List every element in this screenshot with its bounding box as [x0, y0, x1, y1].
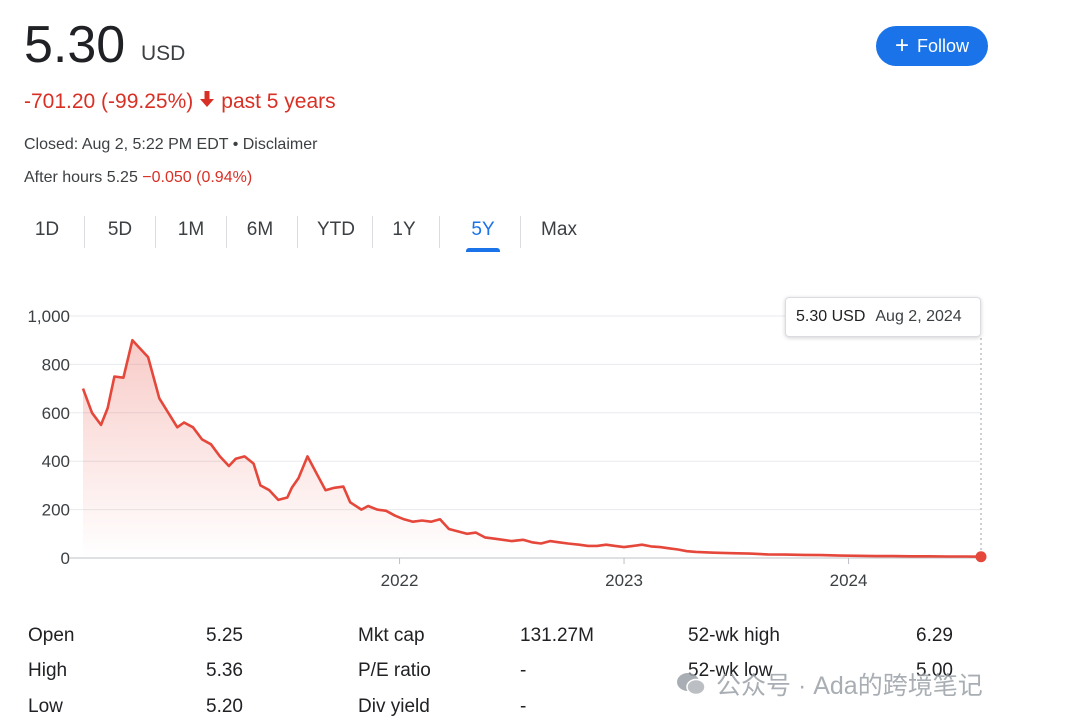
stat-divyield-value: -: [520, 696, 527, 717]
currency-label: USD: [141, 42, 186, 65]
stat-open-value: 5.25: [206, 625, 243, 646]
tab-1y[interactable]: 1Y: [392, 219, 416, 240]
tab-divider: [520, 216, 521, 248]
stat-52wk-low-label: 52-wk low: [688, 660, 773, 681]
stat-mktcap-value: 131.27M: [520, 625, 594, 646]
range-tabs: 1D 5D 1M 6M YTD 1Y 5Y Max: [24, 212, 579, 256]
follow-button[interactable]: + Follow: [876, 26, 988, 66]
tab-divider: [84, 216, 85, 248]
after-hours-label: After hours 5.25: [24, 169, 138, 186]
y-tick-label: 0: [61, 549, 70, 568]
y-tick-label: 800: [42, 355, 70, 374]
tab-max[interactable]: Max: [541, 219, 577, 240]
tab-divider: [226, 216, 227, 248]
y-tick-label: 600: [42, 404, 70, 423]
price-line: [81, 338, 982, 558]
change-amount: -701.20 (-99.25%): [24, 90, 194, 113]
wechat-icon: [677, 673, 706, 696]
x-axis: 2022 2023 2024: [381, 558, 868, 590]
tab-5d[interactable]: 5D: [107, 219, 133, 240]
tooltip-price: 5.30 USD: [796, 308, 866, 325]
after-hours-change: −0.050 (0.94%): [142, 169, 253, 186]
after-hours: After hours 5.25 −0.050 (0.94%): [24, 169, 252, 187]
change-period: past 5 years: [221, 90, 336, 113]
tab-divider: [439, 216, 440, 248]
closed-status: Closed: Aug 2, 5:22 PM EDT • Disclaimer: [24, 136, 318, 153]
tab-divider: [372, 216, 373, 248]
price-chart[interactable]: 0 200 400 600 800 1,000 2022 2023 2024: [0, 290, 1080, 600]
y-tick-label: 400: [42, 452, 70, 471]
stat-52wk-high-value: 6.29: [916, 625, 953, 646]
plus-icon: +: [894, 32, 909, 59]
tab-ytd[interactable]: YTD: [317, 219, 355, 240]
tooltip-date: Aug 2, 2024: [875, 308, 962, 325]
tab-divider: [297, 216, 298, 248]
y-tick-label: 1,000: [27, 307, 70, 326]
tab-divider: [155, 216, 156, 248]
tab-5y[interactable]: 5Y: [464, 212, 502, 252]
chart-tooltip: 5.30 USD Aug 2, 2024: [785, 297, 981, 337]
stat-pe-label: P/E ratio: [358, 660, 431, 681]
stat-low-value: 5.20: [206, 696, 243, 717]
stat-52wk-low-value: 5.00: [916, 660, 953, 681]
price-change: -701.20 (-99.25%) past 5 years: [24, 90, 336, 114]
tab-1m[interactable]: 1M: [177, 219, 205, 240]
stat-52wk-high-label: 52-wk high: [688, 625, 780, 646]
stat-pe-value: -: [520, 660, 527, 681]
last-price-dot: [975, 551, 987, 563]
tab-1d[interactable]: 1D: [34, 219, 60, 240]
stat-high-value: 5.36: [206, 660, 243, 681]
arrow-down-icon: [199, 90, 215, 114]
stat-open-label: Open: [28, 625, 75, 646]
y-tick-label: 200: [42, 501, 70, 520]
x-tick-label: 2024: [830, 571, 868, 590]
stat-high-label: High: [28, 660, 68, 681]
stat-mktcap-label: Mkt cap: [358, 625, 425, 646]
watermark-text: 公众号 · Ada的跨境笔记: [716, 672, 983, 700]
current-price: 5.30: [24, 16, 126, 74]
x-tick-label: 2023: [605, 571, 643, 590]
follow-label: Follow: [917, 35, 970, 56]
y-axis: 0 200 400 600 800 1,000: [27, 307, 70, 568]
x-tick-label: 2022: [381, 571, 419, 590]
stat-divyield-label: Div yield: [358, 696, 430, 717]
watermark: 公众号 · Ada的跨境笔记: [676, 666, 983, 702]
stat-low-label: Low: [28, 696, 63, 717]
tab-6m[interactable]: 6M: [246, 219, 274, 240]
price-area-fill: [83, 340, 981, 558]
